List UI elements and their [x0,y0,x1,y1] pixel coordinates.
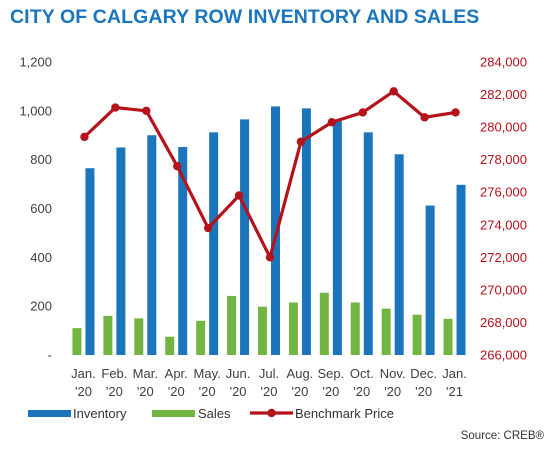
x-tick-label-year: '20 [291,384,308,399]
benchmark-price-point [389,87,398,96]
x-tick-label-month: Aug. [287,366,314,381]
inventory-bar [116,147,126,355]
sales-bar [165,336,175,355]
inventory-bar [178,146,188,355]
x-tick-label-year: '20 [261,384,278,399]
x-tick-label-year: '20 [322,384,339,399]
x-tick-label-month: May. [194,366,221,381]
y-right-tick-label: 270,000 [480,282,527,297]
x-tick-label-year: '20 [384,384,401,399]
sales-bar [288,302,298,355]
sales-bar [350,302,360,355]
x-tick-label-year: '20 [199,384,216,399]
x-tick-label-month: Jul. [259,366,279,381]
benchmark-price-point [111,103,120,112]
y-right-tick-label: 276,000 [480,185,527,200]
sales-bar [103,315,113,355]
chart-title: CITY OF CALGARY ROW INVENTORY AND SALES [10,6,480,28]
x-tick-label-year: '20 [168,384,185,399]
x-tick-label-year: '20 [353,384,370,399]
y-left-tick-label: 400 [30,250,52,265]
legend-benchmark-marker [267,408,276,418]
source-note: Source: CREB® [460,430,544,442]
y-left-tick-label: - [48,348,52,363]
legend-sales-swatch [152,410,195,417]
y-right-tick-label: 268,000 [480,315,527,330]
y-right-tick-label: 282,000 [480,87,527,102]
inventory-bar [240,119,250,355]
y-left-tick-label: 1,200 [19,55,52,70]
inventory-bar [363,132,373,355]
y-right-tick-label: 274,000 [480,217,527,232]
x-tick-label-month: Jan. [71,366,96,381]
benchmark-price-point [451,108,460,117]
legend-inventory-label: Inventory [73,406,127,421]
x-tick-label-year: '20 [415,384,432,399]
y-right-tick-label: 280,000 [480,120,527,135]
sales-bar [319,292,329,355]
benchmark-price-point [327,118,337,127]
x-tick-label-year: '21 [446,384,463,399]
y-right-tick-label: 266,000 [480,348,527,363]
inventory-bar [147,135,157,355]
y-right-tick-label: 284,000 [480,55,527,70]
inventory-bar [301,108,311,356]
x-tick-label-month: Apr. [165,366,188,381]
benchmark-line [80,87,460,262]
sales-bar [196,320,206,355]
inventory-bar [85,168,95,355]
x-tick-label-month: Mar. [133,366,158,381]
x-tick-label-month: Jun. [226,366,251,381]
x-tick-label-month: Feb. [101,366,127,381]
bars [72,106,466,356]
legend-benchmark-label: Benchmark Price [295,406,394,421]
benchmark-price-point [234,191,244,200]
inventory-bar [425,205,435,355]
sales-bar [227,295,237,355]
y-left-tick-label: 600 [30,201,52,216]
x-tick-label-month: Sep. [317,366,344,381]
sales-bar [258,306,267,355]
benchmark-price-point [142,106,151,116]
x-tick-label-month: Oct. [350,366,374,381]
inventory-bar [394,154,404,355]
y-right-tick-label: 272,000 [480,250,527,265]
x-tick-label-year: '20 [106,384,123,399]
benchmark-price-point [358,108,367,117]
x-tick-label-year: '20 [137,384,154,399]
legend-inventory-swatch [28,410,71,417]
sales-bar [134,318,144,355]
legend-sales-label: Sales [198,406,231,421]
inventory-bar [332,121,342,355]
y-left-tick-label: 200 [30,299,52,314]
x-tick-label-month: Dec. [410,366,437,381]
y-left-tick-label: 1,000 [19,103,52,118]
y-left-tick-label: 800 [30,152,52,167]
benchmark-price-point [420,113,429,122]
axis-labels: - 200 400 600 800 1,000 1,200 266,000 268,000 270… [19,55,527,400]
sales-bar [412,314,422,355]
inventory-bar [456,184,466,355]
benchmark-price-point [173,161,182,171]
x-tick-label-month: Nov. [380,366,406,381]
x-tick-label-month: Jan. [442,366,467,381]
inventory-bar [209,132,219,355]
benchmark-price-point [296,137,306,146]
benchmark-price-point [203,223,213,233]
sales-bar [381,308,391,355]
benchmark-price-point [80,132,89,142]
benchmark-price-point [265,253,275,262]
x-tick-label-year: '20 [75,384,92,399]
y-right-tick-label: 278,000 [480,152,527,167]
legend: Inventory Sales Benchmark Price [28,406,394,421]
sales-bar [72,328,82,355]
x-tick-label-year: '20 [230,384,247,399]
sales-bar [443,318,453,355]
